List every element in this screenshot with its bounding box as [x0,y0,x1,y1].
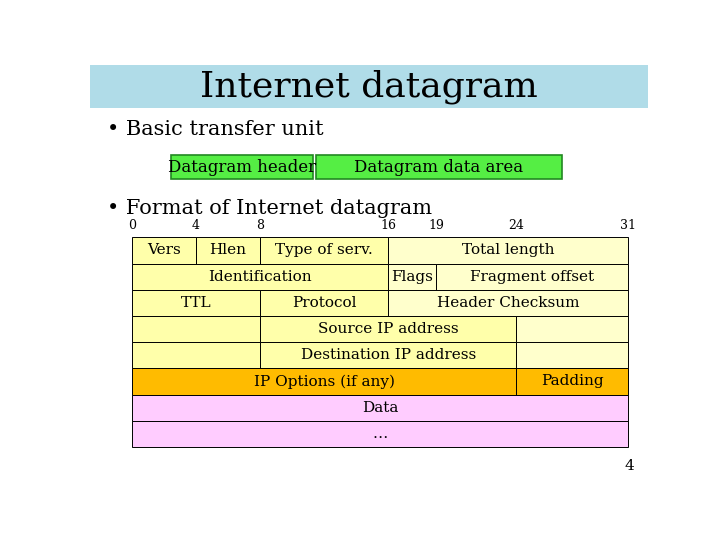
FancyBboxPatch shape [132,264,388,290]
Text: Total length: Total length [462,244,554,258]
Text: Protocol: Protocol [292,296,356,310]
FancyBboxPatch shape [132,316,260,342]
Text: 4: 4 [624,459,634,473]
FancyBboxPatch shape [132,342,260,368]
FancyBboxPatch shape [171,155,313,179]
FancyBboxPatch shape [516,342,629,368]
FancyBboxPatch shape [388,290,629,316]
FancyBboxPatch shape [516,368,629,395]
FancyBboxPatch shape [132,290,260,316]
FancyBboxPatch shape [132,368,516,395]
Text: Padding: Padding [541,374,603,388]
FancyBboxPatch shape [388,264,436,290]
Text: • Basic transfer unit: • Basic transfer unit [107,120,323,139]
Text: Hlen: Hlen [210,244,246,258]
FancyBboxPatch shape [260,290,388,316]
Text: 4: 4 [192,219,200,232]
FancyBboxPatch shape [132,421,629,447]
Text: Identification: Identification [208,269,312,284]
FancyBboxPatch shape [260,238,388,264]
FancyBboxPatch shape [436,264,629,290]
Text: Header Checksum: Header Checksum [437,296,580,310]
FancyBboxPatch shape [90,65,648,109]
FancyBboxPatch shape [132,238,196,264]
Text: Fragment offset: Fragment offset [470,269,595,284]
Text: IP Options (if any): IP Options (if any) [253,374,395,389]
Text: 0: 0 [128,219,136,232]
Text: Datagram data area: Datagram data area [354,159,523,176]
Text: Source IP address: Source IP address [318,322,459,336]
FancyBboxPatch shape [196,238,260,264]
Text: 16: 16 [380,219,396,232]
FancyBboxPatch shape [260,316,516,342]
FancyBboxPatch shape [316,155,562,179]
Text: Internet datagram: Internet datagram [200,69,538,104]
Text: 31: 31 [621,219,636,232]
Text: Destination IP address: Destination IP address [300,348,476,362]
Text: 8: 8 [256,219,264,232]
Text: Flags: Flags [391,269,433,284]
Text: 19: 19 [428,219,444,232]
Text: TTL: TTL [181,296,211,310]
FancyBboxPatch shape [132,395,629,421]
FancyBboxPatch shape [516,316,629,342]
Text: Data: Data [362,401,398,415]
Text: Vers: Vers [147,244,181,258]
FancyBboxPatch shape [260,342,516,368]
Text: 24: 24 [508,219,524,232]
FancyBboxPatch shape [388,238,629,264]
Text: Type of serv.: Type of serv. [275,244,373,258]
Text: • Format of Internet datagram: • Format of Internet datagram [107,199,432,218]
Text: …: … [372,427,388,441]
Text: Datagram header: Datagram header [168,159,316,176]
